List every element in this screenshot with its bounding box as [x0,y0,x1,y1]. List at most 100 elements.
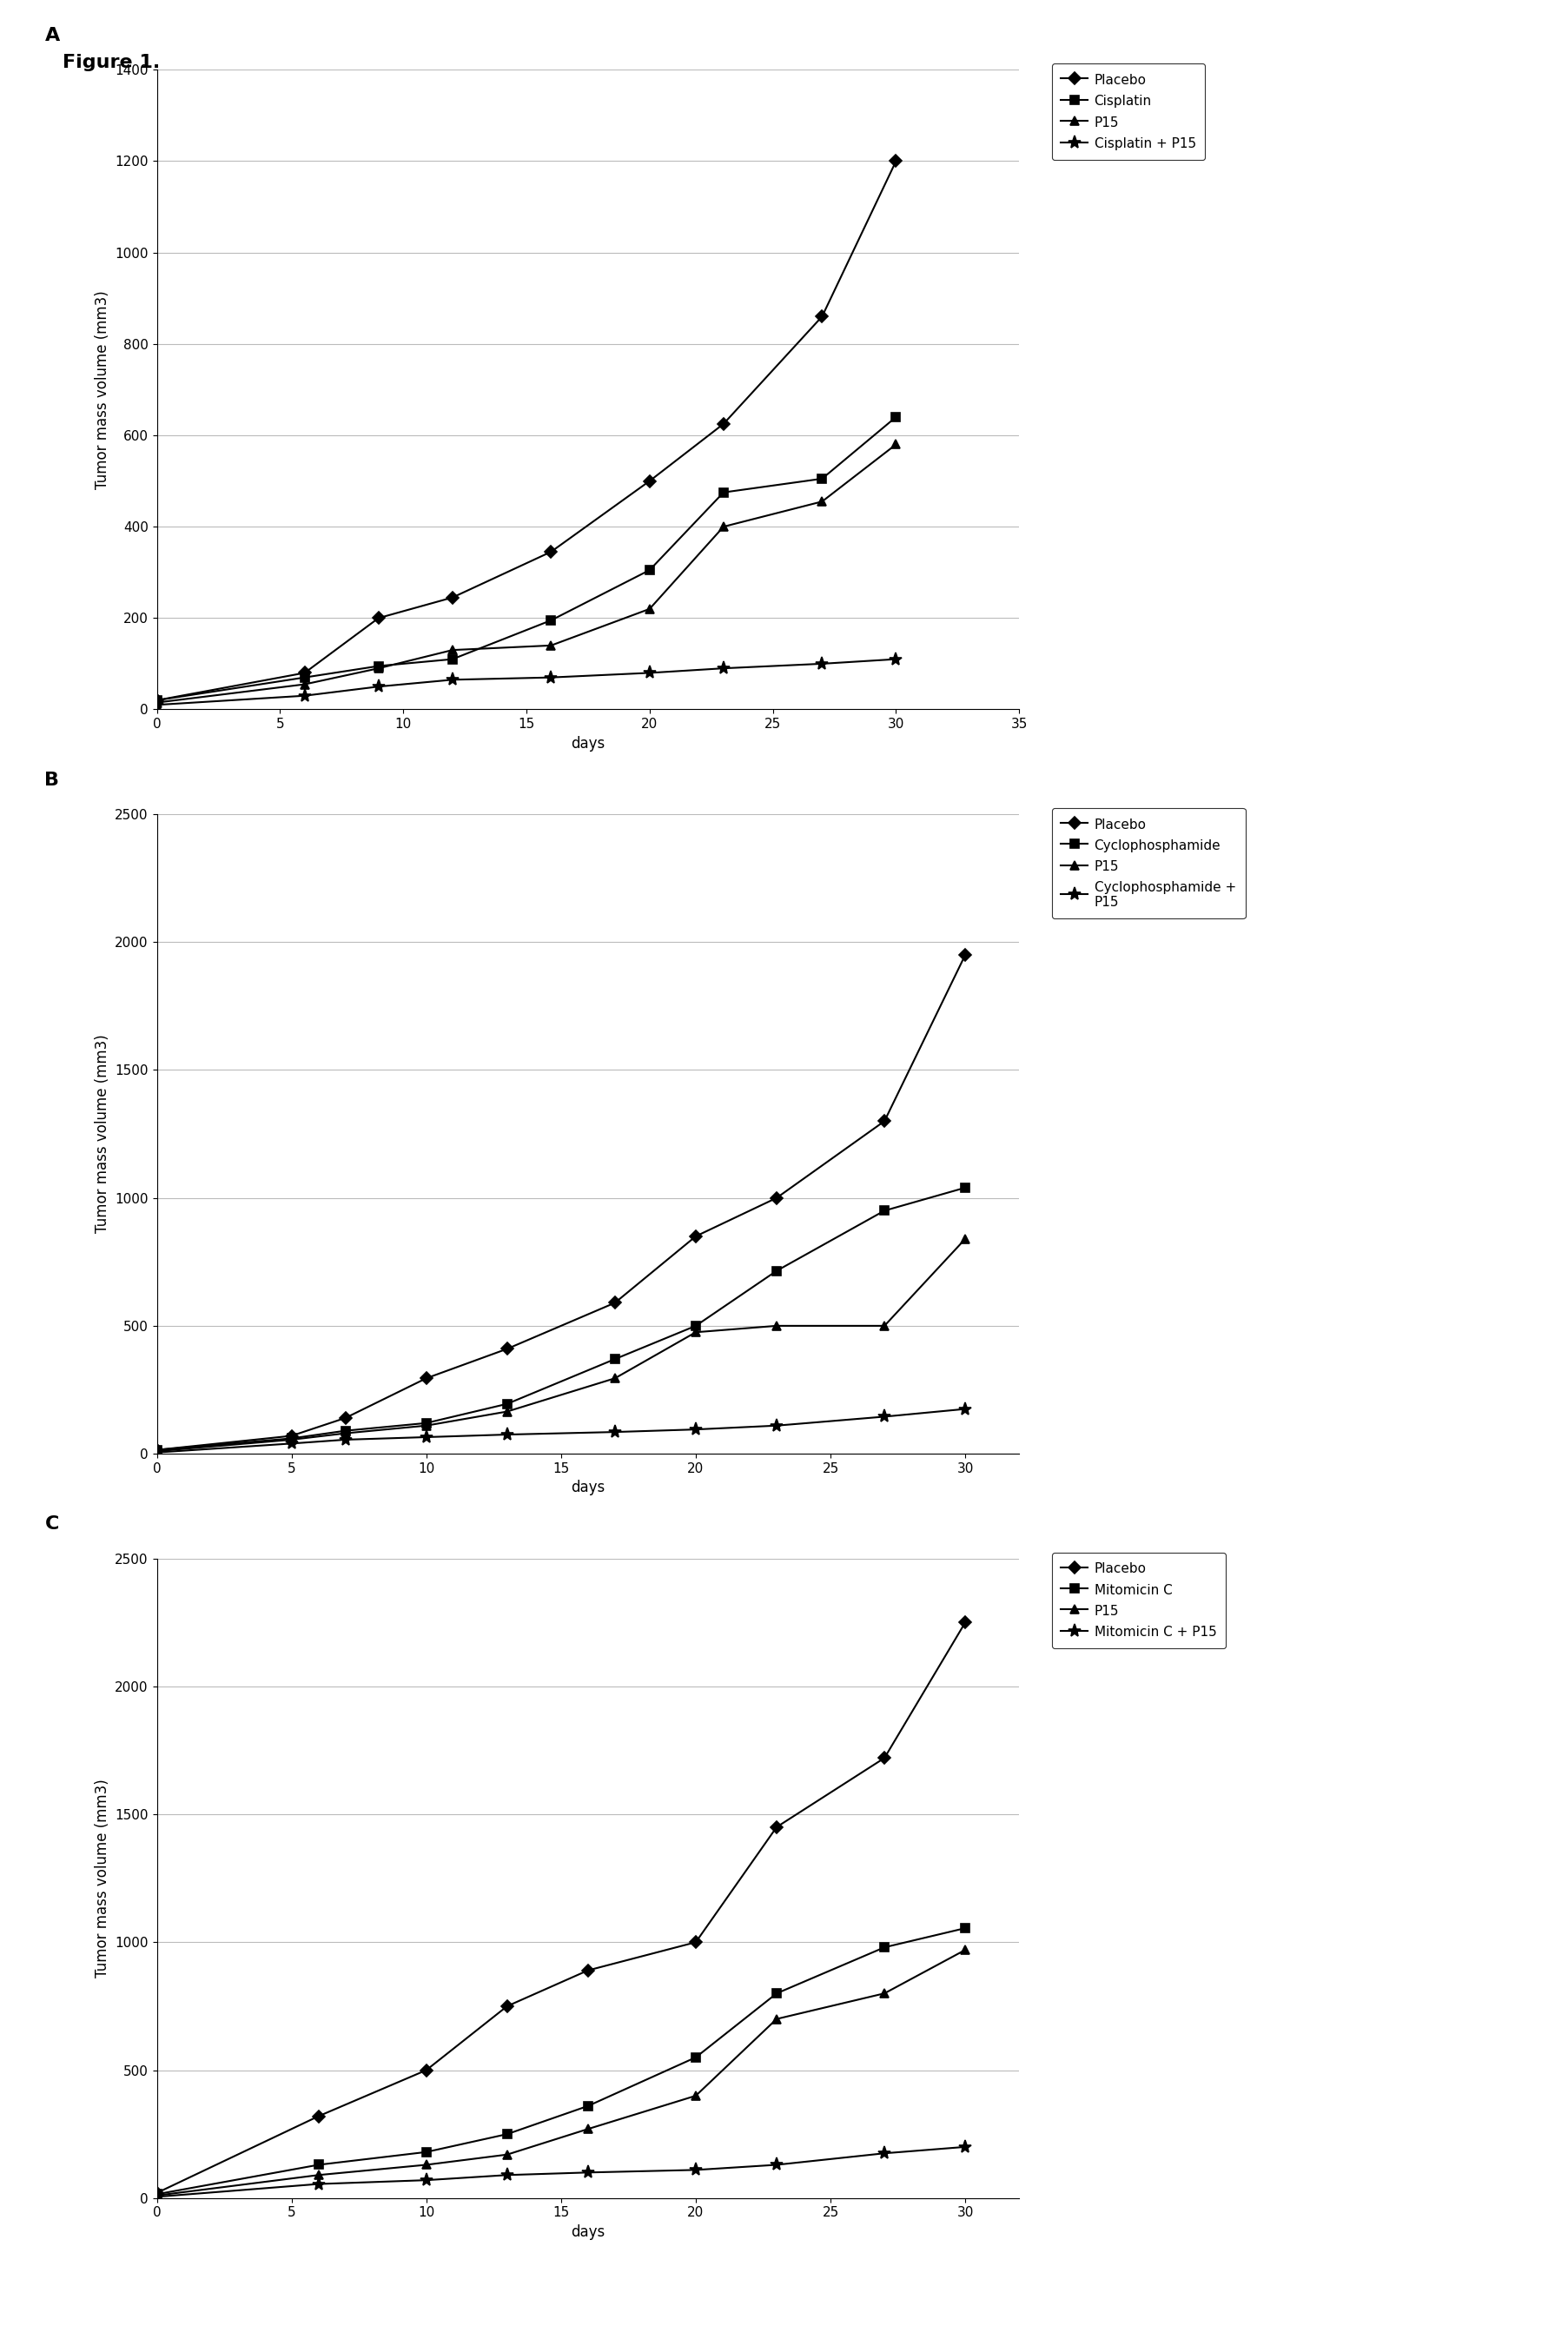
Line: Placebo: Placebo [152,1619,969,2198]
Mitomicin C [875,1933,894,1961]
X-axis label: days: days [571,1479,605,1496]
Placebo [605,1289,624,1317]
P15 [295,670,314,698]
Line: Cyclophosphamide: Cyclophosphamide [152,1184,969,1454]
Y-axis label: Tumor mass volume (mm3): Tumor mass volume (mm3) [94,291,110,488]
P15 [497,1398,516,1426]
Mitomicin C [417,2138,436,2166]
Placebo [541,537,560,565]
Mitomicin C + P15 [147,2182,166,2210]
Placebo [336,1405,354,1433]
Cisplatin + P15 [444,665,463,693]
P15 [497,2140,516,2168]
Cyclophosphamide [875,1196,894,1223]
Cisplatin + P15 [368,672,387,700]
Placebo [282,1421,301,1449]
Cisplatin + P15 [295,682,314,709]
Placebo [886,147,905,174]
Placebo [956,1610,975,1638]
Placebo [147,1435,166,1463]
Legend: Placebo, Mitomicin C, P15, Mitomicin C + P15: Placebo, Mitomicin C, P15, Mitomicin C +… [1052,1551,1226,1649]
Mitomicin C [497,2121,516,2149]
Text: B: B [44,772,60,789]
Mitomicin C [767,1979,786,2007]
Mitomicin C [956,1914,975,1942]
Legend: Placebo, Cyclophosphamide, P15, Cyclophosphamide +
P15: Placebo, Cyclophosphamide, P15, Cyclopho… [1052,807,1245,919]
Placebo [713,409,732,437]
Line: Mitomicin C + P15: Mitomicin C + P15 [151,2140,972,2203]
Placebo [767,1814,786,1842]
Placebo [147,2179,166,2207]
Mitomicin C [309,2152,328,2179]
Mitomicin C + P15 [956,2133,975,2161]
Placebo [368,605,387,633]
P15 [767,1312,786,1340]
Mitomicin C + P15 [875,2140,894,2168]
Y-axis label: Tumor mass volume (mm3): Tumor mass volume (mm3) [94,1035,110,1233]
P15 [147,1437,166,1465]
Text: A: A [44,28,60,44]
Cyclophosphamide +
P15 [956,1396,975,1424]
P15 [687,2082,706,2110]
P15 [368,654,387,682]
Cisplatin [147,686,166,714]
Cisplatin + P15 [812,649,831,677]
Mitomicin C + P15 [497,2161,516,2189]
P15 [579,2114,597,2142]
Cyclophosphamide [956,1175,975,1203]
Cyclophosphamide +
P15 [497,1421,516,1449]
Cisplatin + P15 [147,691,166,719]
Cyclophosphamide +
P15 [282,1430,301,1458]
P15 [147,2182,166,2210]
Line: Placebo: Placebo [152,156,900,705]
Cisplatin [640,556,659,584]
Line: P15: P15 [152,1235,969,1456]
X-axis label: days: days [571,735,605,751]
Placebo [309,2103,328,2131]
Cisplatin + P15 [886,644,905,672]
Cisplatin [541,607,560,635]
Cyclophosphamide [282,1424,301,1451]
Mitomicin C [687,2042,706,2070]
Cyclophosphamide [687,1312,706,1340]
Cyclophosphamide +
P15 [605,1419,624,1447]
P15 [875,1979,894,2007]
P15 [812,488,831,516]
Cyclophosphamide [417,1410,436,1437]
Cisplatin [713,479,732,507]
Cyclophosphamide [605,1344,624,1372]
Placebo [956,940,975,968]
Placebo [417,2056,436,2084]
P15 [417,1412,436,1440]
Placebo [875,1107,894,1135]
Line: Cyclophosphamide +
P15: Cyclophosphamide + P15 [151,1403,972,1458]
Text: C: C [44,1517,60,1533]
Line: Placebo: Placebo [152,951,969,1454]
Cyclophosphamide [767,1256,786,1284]
P15 [541,630,560,661]
P15 [956,1935,975,1963]
Placebo [295,658,314,686]
Mitomicin C [147,2179,166,2207]
Placebo [417,1365,436,1393]
P15 [875,1312,894,1340]
Mitomicin C + P15 [309,2170,328,2198]
P15 [713,512,732,540]
P15 [886,430,905,458]
Cisplatin [812,465,831,493]
Text: Figure 1.: Figure 1. [63,53,160,70]
Placebo [687,1928,706,1956]
Cisplatin [444,644,463,672]
Cyclophosphamide +
P15 [687,1417,706,1444]
Placebo [875,1744,894,1772]
Cyclophosphamide +
P15 [875,1403,894,1430]
Line: P15: P15 [152,1945,969,2200]
P15 [336,1419,354,1447]
Cyclophosphamide +
P15 [336,1426,354,1454]
Placebo [812,302,831,330]
Placebo [640,468,659,495]
P15 [767,2005,786,2033]
Cisplatin [886,402,905,430]
Cisplatin [368,651,387,679]
Placebo [579,1956,597,1984]
